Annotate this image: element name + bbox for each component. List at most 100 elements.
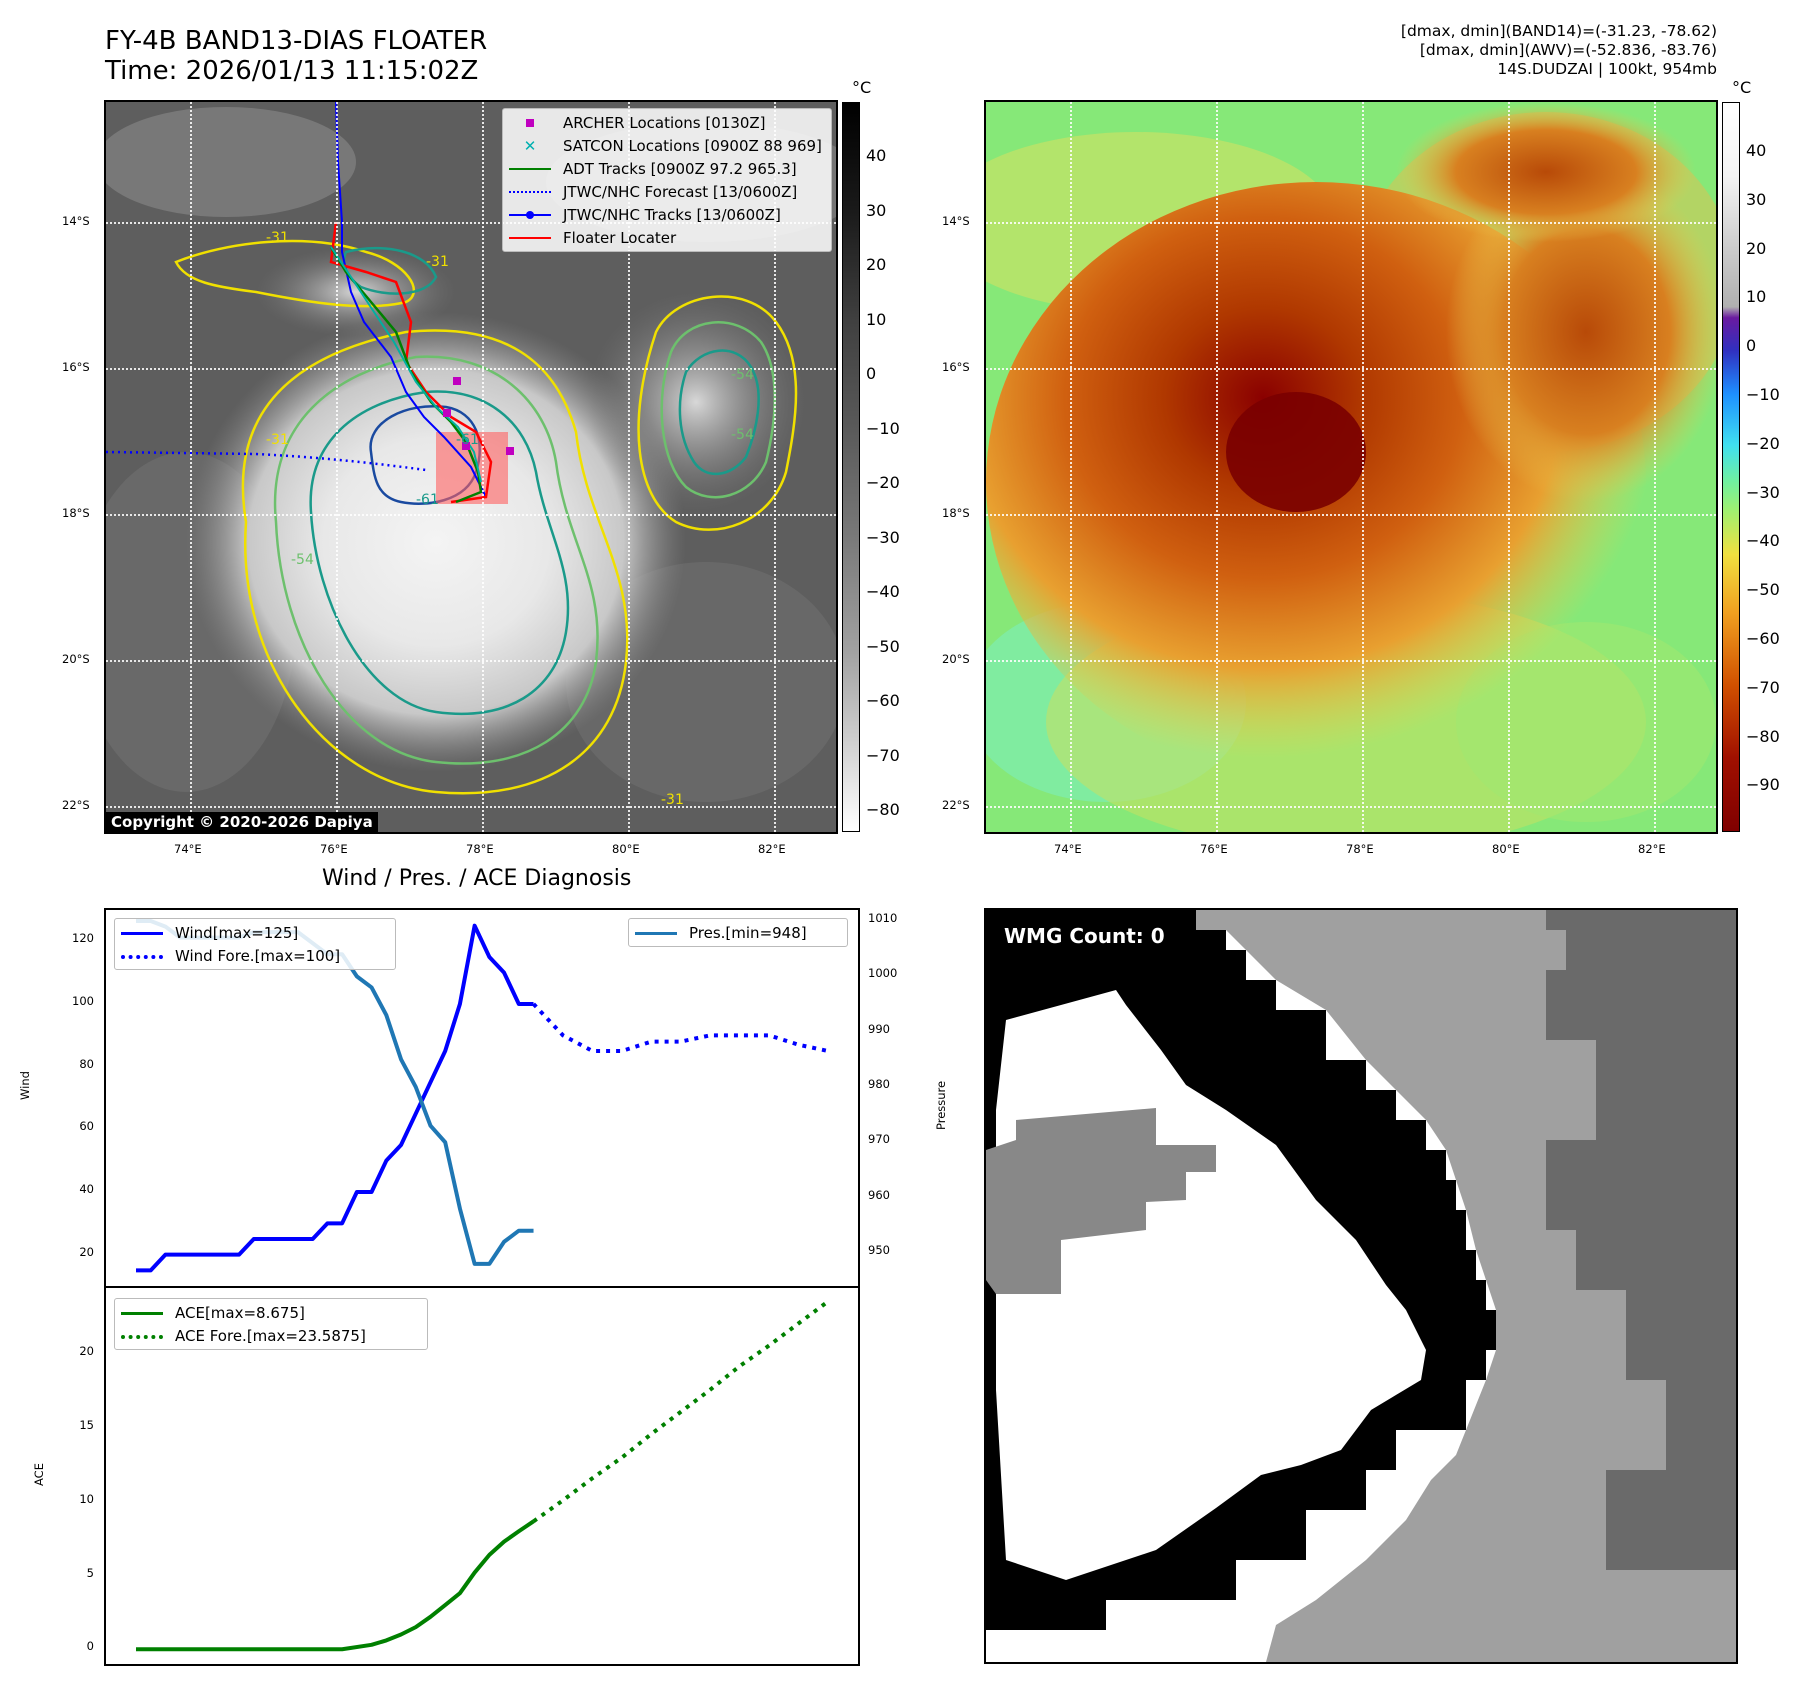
legend-label: ACE Fore.[max=23.5875] (175, 1326, 366, 1345)
colorbar-tick-label: −10 (1746, 385, 1780, 404)
pressure-tick-label: 1000 (868, 966, 898, 981)
series-line-wind-fore-max- (532, 1002, 829, 1053)
wv-colorbar-unit: °C (1732, 78, 1752, 97)
pressure-tick-label: 950 (868, 1242, 890, 1257)
colorbar-tick-label: −50 (866, 636, 900, 656)
wind-tick-label: 80 (79, 1056, 94, 1071)
ir-legend: ARCHER Locations [0130Z] ✕ SATCON Locati… (502, 108, 832, 252)
gridline-82e (1654, 102, 1656, 832)
lat-label: 20°S (942, 652, 970, 666)
line-swatch-icon (507, 162, 553, 176)
lat-label: 22°S (942, 798, 970, 812)
colorbar-tick-label: 10 (1746, 287, 1767, 307)
colorbar-tick-label: −70 (1746, 677, 1780, 697)
pressure-legend: Pres.[min=948] (628, 918, 848, 947)
ace-chart: ACE[max=8.675] ACE Fore.[max=23.5875] (104, 1286, 860, 1666)
lon-label: 78°E (466, 842, 494, 856)
colorbar-tick-label: −20 (866, 473, 900, 492)
pressure-tick-label: 990 (868, 1021, 890, 1036)
pressure-tick-label: 980 (868, 1076, 890, 1091)
legend-item-wind: Wind[max=125] (115, 921, 395, 944)
legend-label: Wind[max=125] (175, 923, 299, 942)
legend-item-ace: ACE[max=8.675] (115, 1301, 427, 1324)
pressure-tick-label: 970 (868, 1132, 890, 1147)
gridline-78e (1362, 102, 1364, 832)
line-swatch-icon (119, 926, 165, 940)
square-marker-icon (507, 116, 553, 130)
ace-tick-label: 5 (86, 1565, 94, 1580)
gridline-82e (774, 102, 776, 832)
legend-item-wind-fore: Wind Fore.[max=100] (115, 944, 395, 967)
ace-tick-label: 10 (79, 1491, 94, 1506)
wmg-imagery (986, 910, 1736, 1662)
contour-label: -54 (291, 552, 314, 568)
ace-tick-label: 20 (79, 1344, 94, 1359)
colorbar-tick-label: −60 (866, 691, 900, 710)
contour-label: -31 (426, 254, 449, 270)
ace-tick-label: 15 (79, 1418, 94, 1433)
lon-label: 80°E (1492, 842, 1520, 856)
x-marker-icon: ✕ (523, 136, 537, 155)
legend-item-adt: ADT Tracks [0900Z 97.2 965.3] (503, 157, 831, 180)
gridline-20s (106, 660, 836, 662)
gridline-74e (1070, 102, 1072, 832)
gridline-80e (628, 102, 630, 832)
legend-item-satcon: ✕ SATCON Locations [0900Z 88 969] (503, 134, 831, 157)
colorbar-tick-label: −80 (1746, 726, 1780, 746)
wmg-panel: WMG Count: 0 (984, 908, 1738, 1664)
wind-tick-label: 100 (72, 994, 94, 1008)
series-line-wind-max- (136, 923, 534, 1273)
gridline-16s (106, 368, 836, 370)
lon-label: 74°E (174, 842, 202, 856)
colorbar-tick-label: −40 (866, 582, 900, 601)
lon-label: 74°E (1054, 842, 1082, 856)
series-line-pres-min- (136, 919, 534, 1266)
colorbar-tick-label: −90 (1746, 775, 1780, 795)
gridline-18s (106, 514, 836, 516)
gridline-14s (986, 222, 1716, 224)
wind-tick-label: 120 (72, 931, 94, 946)
legend-item-floater: Floater Locater (503, 226, 831, 249)
wv-colorbar (1722, 102, 1740, 832)
lat-label: 14°S (62, 214, 90, 228)
ir-satellite-map: -31 -31 -31 -31 -54 -54 -54 -61 -61 ARCH… (104, 100, 838, 834)
legend-label: JTWC/NHC Forecast [13/0600Z] (563, 182, 798, 201)
line-swatch-icon (119, 1306, 165, 1320)
gridline-22s (106, 806, 836, 808)
gridline-78e (482, 102, 484, 832)
colorbar-tick-label: 20 (1746, 238, 1767, 258)
colorbar-tick-label: −60 (1746, 629, 1780, 648)
colorbar-tick-label: 40 (866, 146, 887, 165)
colorbar-tick-label: 0 (866, 364, 877, 383)
ace-axis-label: ACE (32, 1463, 46, 1486)
gridline-20s (986, 660, 1716, 662)
legend-item-jtwc-forecast: JTWC/NHC Forecast [13/0600Z] (503, 180, 831, 203)
wind-tick-label: 60 (79, 1119, 94, 1134)
ir-colorbar (842, 102, 860, 832)
gridline-18s (986, 514, 1716, 516)
colorbar-tick-label: 20 (866, 255, 887, 274)
info-storm: 14S.DUDZAI | 100kt, 954mb (1497, 60, 1717, 78)
contour-label: -61 (416, 492, 439, 508)
ace-plot (136, 1299, 830, 1652)
pressure-tick-label: 960 (868, 1187, 890, 1202)
info-awv: [dmax, dmin](AWV)=(-52.836, -83.76) (1419, 41, 1717, 59)
wv-imagery (986, 102, 1716, 832)
contour-label: -54 (731, 367, 754, 383)
gridline-76e (1216, 102, 1218, 832)
colorbar-tick-label: −40 (1746, 531, 1780, 551)
colorbar-tick-label: −30 (1746, 482, 1780, 502)
diagnosis-title: Wind / Pres. / ACE Diagnosis (322, 866, 632, 891)
colorbar-tick-label: 0 (1746, 336, 1757, 356)
legend-label: JTWC/NHC Tracks [13/0600Z] (563, 205, 781, 224)
dotted-line-swatch-icon (507, 185, 553, 199)
ace-legend: ACE[max=8.675] ACE Fore.[max=23.5875] (114, 1298, 428, 1350)
legend-item-jtwc-tracks: JTWC/NHC Tracks [13/0600Z] (503, 203, 831, 226)
ir-colorbar-unit: °C (852, 78, 872, 97)
lat-label: 16°S (942, 360, 970, 374)
contour-label: -31 (661, 792, 684, 808)
lon-label: 76°E (1200, 842, 1228, 856)
colorbar-tick-label: −20 (1746, 433, 1780, 453)
wind-tick-label: 20 (79, 1244, 94, 1259)
line-dot-swatch-icon (507, 208, 553, 222)
